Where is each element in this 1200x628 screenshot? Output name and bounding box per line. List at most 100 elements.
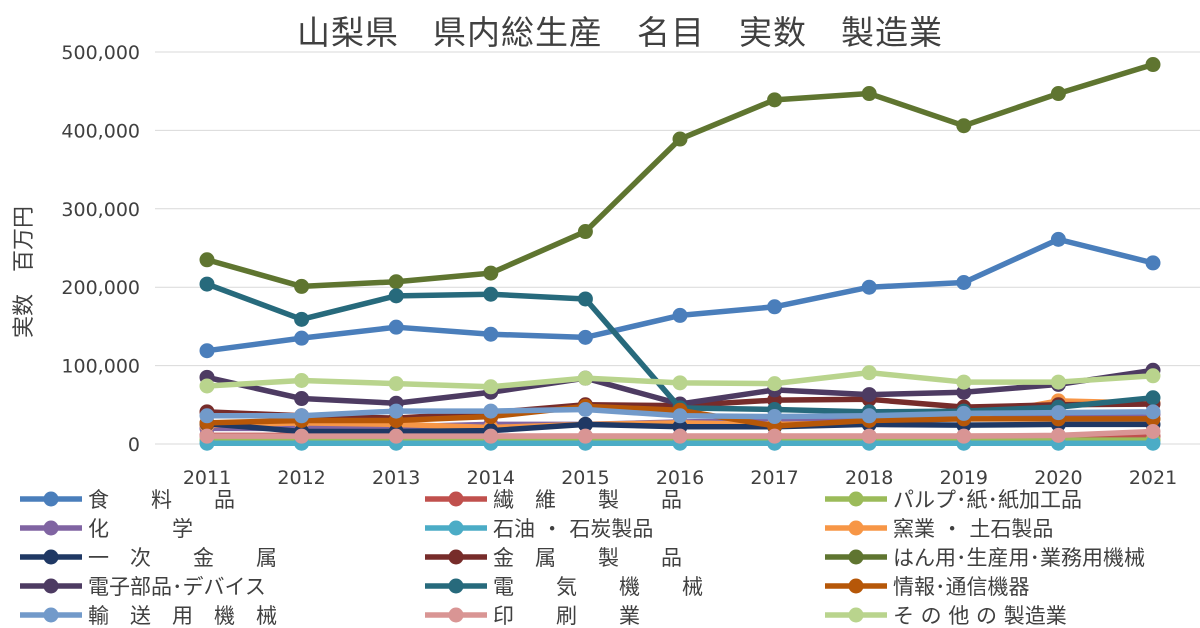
legend-swatch-marker <box>448 578 464 594</box>
data-point <box>1145 404 1161 420</box>
data-point <box>483 326 499 342</box>
data-point <box>577 428 593 444</box>
data-point <box>672 307 688 323</box>
x-tick-label: 2014 <box>467 467 515 489</box>
data-point <box>388 403 404 419</box>
legend-swatch-marker <box>43 578 59 594</box>
data-point <box>956 274 972 290</box>
legend-label: 窯業 ・ 土石製品 <box>893 517 1053 541</box>
series-13 <box>199 423 1161 444</box>
data-point <box>577 402 593 418</box>
data-point <box>199 276 215 292</box>
chart-title: 山梨県 県内総生産 名目 実数 製造業 <box>297 13 943 52</box>
series-lines <box>199 57 1161 451</box>
legend-swatch-marker <box>448 520 464 536</box>
legend-label: 情報･通信機器 <box>893 575 1030 599</box>
x-tick-label: 2015 <box>561 467 609 489</box>
series-line <box>206 281 1154 415</box>
series-8 <box>199 57 1161 294</box>
data-point <box>388 376 404 392</box>
legend-label: 電子部品･デバイス <box>88 575 266 599</box>
legend-item: 繊 維 製 品 <box>425 488 682 512</box>
y-tick-label: 500,000 <box>61 42 140 64</box>
data-point <box>861 387 877 403</box>
data-point <box>294 391 310 407</box>
legend-label: 化 学 <box>88 517 193 541</box>
data-point <box>483 265 499 281</box>
data-point <box>483 379 499 395</box>
data-point <box>199 343 215 359</box>
x-tick-label: 2013 <box>372 467 420 489</box>
data-point <box>956 118 972 134</box>
legend-swatch-marker <box>848 578 864 594</box>
data-point <box>483 403 499 419</box>
data-point <box>861 365 877 381</box>
x-tick-label: 2018 <box>845 467 893 489</box>
data-point <box>199 428 215 444</box>
data-point <box>294 428 310 444</box>
data-point <box>577 370 593 386</box>
y-tick-label: 0 <box>128 434 140 456</box>
data-point <box>1145 57 1161 73</box>
data-point <box>199 408 215 424</box>
x-tick-label: 2019 <box>940 467 988 489</box>
y-tick-label: 200,000 <box>61 277 140 299</box>
x-tick-label: 2017 <box>750 467 798 489</box>
legend-item: 金 属 製 品 <box>425 546 682 570</box>
legend-swatch-marker <box>848 607 864 623</box>
legend-item: 電子部品･デバイス <box>20 575 266 599</box>
data-point <box>767 92 783 108</box>
data-point <box>1050 86 1066 102</box>
legend-item: 食 料 品 <box>20 488 235 512</box>
data-point <box>577 224 593 240</box>
data-point <box>767 376 783 392</box>
data-point <box>294 278 310 294</box>
data-point <box>672 375 688 391</box>
legend-swatch-marker <box>43 607 59 623</box>
legend-label: 一 次 金 属 <box>88 546 277 570</box>
y-axis-ticks: 0 100,000 200,000 300,000 400,000 500,000 <box>61 42 140 456</box>
legend-label: そ の 他 の 製造業 <box>893 604 1067 628</box>
series-12 <box>199 402 1161 425</box>
legend-item: 電 気 機 械 <box>425 575 703 599</box>
data-point <box>1145 255 1161 271</box>
data-point <box>861 279 877 295</box>
legend-item: 窯業 ・ 土石製品 <box>825 517 1053 541</box>
legend-swatch-marker <box>448 549 464 565</box>
series-14 <box>199 365 1161 395</box>
series-line <box>206 61 1154 290</box>
legend-label: 金 属 製 品 <box>493 546 682 570</box>
data-point <box>672 131 688 147</box>
legend-swatch-marker <box>43 549 59 565</box>
data-point <box>577 416 593 432</box>
legend-label: はん用･生産用･業務用機械 <box>893 546 1145 570</box>
y-tick-label: 300,000 <box>61 199 140 221</box>
data-point <box>483 428 499 444</box>
series-line <box>206 236 1154 354</box>
legend-swatch-marker <box>848 520 864 536</box>
data-point <box>956 405 972 421</box>
data-point <box>199 252 215 268</box>
data-point <box>956 374 972 390</box>
legend-swatch-marker <box>848 549 864 565</box>
data-point <box>1050 405 1066 421</box>
series-0 <box>199 231 1161 359</box>
legend-swatch-marker <box>848 491 864 507</box>
data-point <box>577 291 593 307</box>
data-point <box>672 428 688 444</box>
legend-label: 食 料 品 <box>88 488 235 512</box>
data-point <box>388 274 404 290</box>
data-point <box>1050 231 1066 247</box>
legend-item: 印 刷 業 <box>425 604 640 628</box>
legend-item: そ の 他 の 製造業 <box>825 604 1067 628</box>
data-point <box>767 428 783 444</box>
data-point <box>861 408 877 424</box>
legend-label: 電 気 機 械 <box>493 575 703 599</box>
legend-swatch-marker <box>43 520 59 536</box>
data-point <box>1145 423 1161 439</box>
data-point <box>388 428 404 444</box>
x-tick-label: 2020 <box>1034 467 1082 489</box>
data-point <box>767 299 783 315</box>
